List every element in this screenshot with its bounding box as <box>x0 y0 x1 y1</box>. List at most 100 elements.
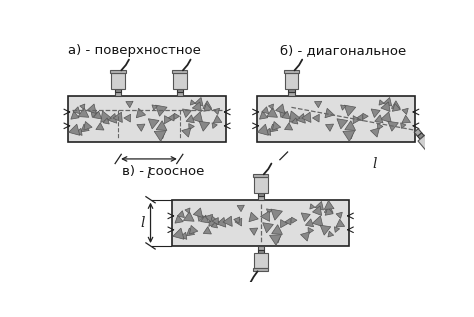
Polygon shape <box>209 215 219 226</box>
Polygon shape <box>270 235 282 245</box>
Polygon shape <box>414 129 422 136</box>
Polygon shape <box>108 113 117 123</box>
Polygon shape <box>154 131 166 141</box>
Polygon shape <box>392 101 400 108</box>
Polygon shape <box>296 113 305 123</box>
Polygon shape <box>308 228 314 234</box>
Polygon shape <box>324 205 333 212</box>
Polygon shape <box>158 132 165 139</box>
Polygon shape <box>328 231 334 237</box>
Polygon shape <box>301 112 311 122</box>
Polygon shape <box>282 111 290 119</box>
Polygon shape <box>148 119 159 129</box>
Polygon shape <box>201 215 209 223</box>
Polygon shape <box>292 118 298 124</box>
Polygon shape <box>84 121 92 130</box>
Polygon shape <box>78 108 89 117</box>
Polygon shape <box>126 101 133 108</box>
Polygon shape <box>285 218 291 225</box>
Polygon shape <box>325 207 333 215</box>
Polygon shape <box>312 206 322 216</box>
Bar <box>284 74 298 89</box>
Bar <box>173 74 187 89</box>
Bar <box>177 89 183 92</box>
Polygon shape <box>270 124 278 132</box>
Polygon shape <box>273 236 280 243</box>
Polygon shape <box>402 115 410 123</box>
Polygon shape <box>263 223 273 233</box>
Bar <box>115 92 121 96</box>
Polygon shape <box>377 124 383 130</box>
Polygon shape <box>223 216 232 226</box>
Polygon shape <box>357 114 363 121</box>
Polygon shape <box>266 209 272 214</box>
Polygon shape <box>180 232 187 239</box>
Polygon shape <box>193 208 202 217</box>
Polygon shape <box>199 121 210 131</box>
Polygon shape <box>336 219 345 227</box>
Polygon shape <box>185 208 190 213</box>
Polygon shape <box>379 100 384 105</box>
Polygon shape <box>346 132 354 139</box>
Polygon shape <box>315 201 324 210</box>
Polygon shape <box>250 228 258 235</box>
Text: в) - соосное: в) - соосное <box>122 165 204 178</box>
Polygon shape <box>264 128 271 135</box>
Polygon shape <box>175 215 183 223</box>
Polygon shape <box>336 212 342 218</box>
Polygon shape <box>71 111 79 119</box>
Polygon shape <box>235 218 242 226</box>
Polygon shape <box>212 217 219 225</box>
Polygon shape <box>103 118 109 124</box>
Text: б) - диагональное: б) - диагональное <box>280 44 406 57</box>
Polygon shape <box>87 104 96 113</box>
Polygon shape <box>137 124 145 131</box>
Polygon shape <box>168 114 174 121</box>
Polygon shape <box>212 123 217 128</box>
Polygon shape <box>275 104 285 113</box>
Polygon shape <box>189 124 194 130</box>
Polygon shape <box>192 102 201 112</box>
Polygon shape <box>320 225 331 235</box>
Polygon shape <box>80 104 85 109</box>
Bar <box>254 178 267 193</box>
Polygon shape <box>375 115 383 123</box>
Polygon shape <box>190 225 198 234</box>
Polygon shape <box>197 214 204 221</box>
Text: а) - поверхностное: а) - поверхностное <box>68 44 201 57</box>
Polygon shape <box>191 100 195 105</box>
Bar <box>288 92 294 96</box>
Polygon shape <box>341 105 346 110</box>
Polygon shape <box>174 113 180 120</box>
Polygon shape <box>305 219 314 227</box>
Bar <box>284 70 299 74</box>
Polygon shape <box>213 108 219 114</box>
Polygon shape <box>312 216 323 227</box>
Polygon shape <box>324 201 334 210</box>
Polygon shape <box>186 115 194 123</box>
Polygon shape <box>203 101 211 108</box>
Polygon shape <box>267 108 277 117</box>
Polygon shape <box>93 111 101 119</box>
Polygon shape <box>81 124 89 132</box>
Polygon shape <box>156 121 167 130</box>
Polygon shape <box>388 121 398 131</box>
Text: l: l <box>141 216 145 230</box>
Polygon shape <box>334 227 340 232</box>
Polygon shape <box>75 128 82 135</box>
Polygon shape <box>370 128 379 137</box>
Polygon shape <box>279 110 287 118</box>
Polygon shape <box>402 108 408 114</box>
Polygon shape <box>383 97 392 106</box>
Polygon shape <box>281 220 288 228</box>
Polygon shape <box>271 209 283 220</box>
Polygon shape <box>363 113 368 120</box>
Polygon shape <box>314 101 322 108</box>
Polygon shape <box>194 97 203 106</box>
Bar <box>68 96 226 142</box>
Bar <box>257 196 264 200</box>
Bar <box>172 200 349 246</box>
Bar <box>257 193 264 196</box>
Bar <box>115 89 121 92</box>
Polygon shape <box>182 128 191 137</box>
